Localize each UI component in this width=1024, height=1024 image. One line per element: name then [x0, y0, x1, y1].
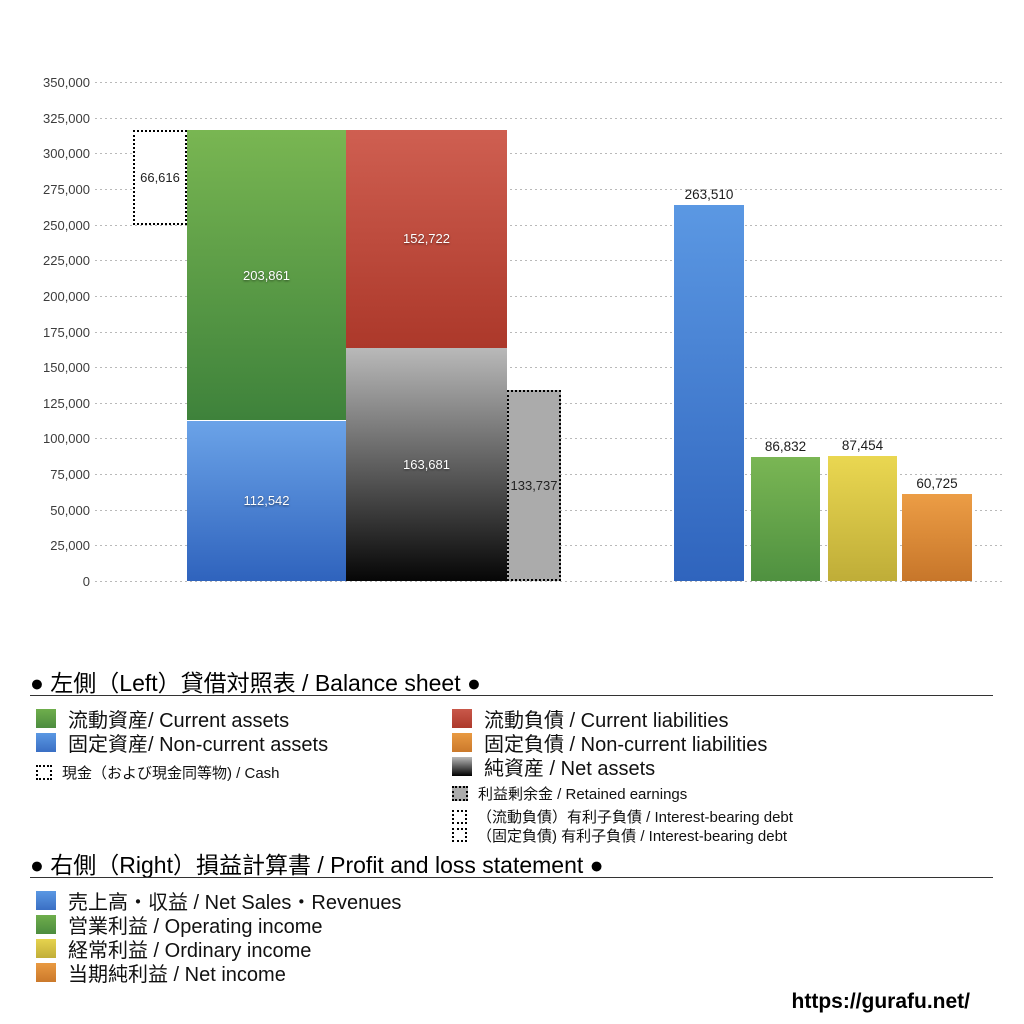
- operating-income-bar-value: 86,832: [764, 439, 807, 455]
- legend-current-assets: 流動資産/ Current assets: [36, 706, 328, 732]
- site-url: https://gurafu.net/: [791, 990, 970, 1013]
- divider-line: [30, 877, 993, 878]
- net-income-bar: [902, 494, 972, 581]
- retained-earnings-bar: 133,737: [507, 390, 561, 581]
- pl-section-title: ● 右側（Right）損益計算書 / Profit and loss state…: [30, 852, 604, 878]
- gridline: [95, 118, 1005, 119]
- net-income-swatch: [36, 962, 56, 982]
- y-axis-tick-label: 0: [82, 574, 90, 589]
- balance-sheet-legend-left: 流動資産/ Current assets 固定資産/ Non-current a…: [36, 706, 328, 783]
- legend-label: （固定負債) 有利子負債 / Interest-bearing debt: [477, 827, 788, 845]
- y-axis-tick-label: 150,000: [43, 360, 90, 375]
- legend-ordinary-income: 経常利益 / Ordinary income: [36, 936, 401, 962]
- net-assets-bar-value: 163,681: [403, 456, 450, 472]
- ordinary-income-bar-value: 87,454: [841, 438, 884, 454]
- current-liabilities-bar-value: 152,722: [403, 231, 450, 247]
- y-axis-tick-label: 325,000: [43, 111, 90, 126]
- retained-earnings-swatch: [452, 785, 468, 801]
- current-liabilities-swatch: [452, 708, 472, 728]
- legend-label: 固定資産/ Non-current assets: [68, 733, 329, 756]
- net-sales-revenues-bar: [674, 205, 744, 581]
- balance-sheet-section-title: ● 左側（Left）貸借対照表 / Balance sheet ●: [30, 670, 481, 696]
- legend-cash: 現金（および現金同等物) / Cash: [36, 761, 328, 783]
- balance-sheet-legend-right: 流動負債 / Current liabilities 固定負債 / Non-cu…: [452, 706, 793, 845]
- operating-income-swatch: [36, 914, 56, 934]
- gridline: [95, 260, 1005, 261]
- legend-net-assets: 純資産 / Net assets: [452, 754, 793, 780]
- net-sales-revenues-bar-value: 263,510: [684, 187, 734, 203]
- ordinary-income-bar: [828, 456, 897, 581]
- current-assets-bar-value: 203,861: [243, 267, 290, 283]
- legend-label: （流動負債）有利子負債 / Interest-bearing debt: [477, 809, 793, 826]
- balance-sheet-pl-chart: 0 25,000 50,000 75,000 100,000 125,000 150,000…: [43, 75, 1005, 589]
- current-assets-bar: 203,861: [187, 129, 346, 421]
- operating-income-bar: [751, 457, 820, 581]
- y-axis-tick-label: 50,000: [50, 503, 90, 518]
- legend-label: 現金（および現金同等物) / Cash: [62, 764, 280, 782]
- net-sales-swatch: [36, 890, 56, 910]
- non-current-liabilities-swatch: [452, 732, 472, 752]
- cash-overlay-box: 66,616: [133, 129, 187, 225]
- legend-non-current-liabilities: 固定負債 / Non-current liabilities: [452, 730, 793, 756]
- current-liabilities-bar: 152,722: [346, 129, 507, 348]
- legend-label: 流動資産/ Current assets: [68, 709, 290, 732]
- legend-label: 固定負債 / Non-current liabilities: [484, 733, 768, 756]
- legend-current-liabilities: 流動負債 / Current liabilities: [452, 706, 793, 732]
- y-axis-tick-label: 175,000: [43, 325, 90, 340]
- legend-label: 当期純利益 / Net income: [68, 963, 286, 986]
- gridline: [95, 153, 1005, 154]
- ordinary-income-swatch: [36, 938, 56, 958]
- y-axis-tick-label: 275,000: [43, 182, 90, 197]
- divider-line: [30, 695, 993, 696]
- y-axis-tick-label: 200,000: [43, 289, 90, 304]
- pl-legend: 売上高・収益 / Net Sales・Revenues 営業利益 / Opera…: [36, 888, 402, 986]
- non-current-assets-swatch: [36, 732, 56, 752]
- non-current-assets-bar: 112,542: [187, 420, 346, 581]
- cash-swatch: [36, 764, 52, 780]
- legend-label: 経常利益 / Ordinary income: [68, 939, 312, 962]
- legend-non-current-assets: 固定資産/ Non-current assets: [36, 730, 329, 756]
- y-axis-tick-label: 100,000: [43, 431, 90, 446]
- legend-net-sales: 売上高・収益 / Net Sales・Revenues: [36, 888, 402, 914]
- y-axis-tick-label: 300,000: [43, 146, 90, 161]
- legend-net-income: 当期純利益 / Net income: [36, 960, 401, 986]
- legend-label: 純資産 / Net assets: [484, 757, 656, 780]
- y-axis-tick-label: 350,000: [43, 75, 90, 90]
- non-current-assets-bar-value: 112,542: [243, 493, 290, 509]
- retained-earnings-bar-value: 133,737: [510, 478, 558, 494]
- legend-label: 売上高・収益 / Net Sales・Revenues: [68, 891, 402, 914]
- y-axis-tick-label: 125,000: [43, 396, 90, 411]
- current-assets-swatch: [36, 708, 56, 728]
- legend-interest-bearing-debt-non-current: （固定負債) 有利子負債 / Interest-bearing debt: [452, 826, 793, 845]
- legend-label: 流動負債 / Current liabilities: [484, 709, 729, 732]
- y-axis-tick-label: 225,000: [43, 253, 90, 268]
- net-assets-bar: 163,681: [346, 347, 507, 581]
- y-axis-tick-label: 75,000: [50, 467, 90, 482]
- legend-label: 利益剰余金 / Retained earnings: [478, 785, 688, 803]
- legend-interest-bearing-debt-current: （流動負債）有利子負債 / Interest-bearing debt: [452, 807, 793, 826]
- y-axis-tick-label: 250,000: [43, 218, 90, 233]
- gridline: [95, 367, 1005, 368]
- y-axis-tick-label: 25,000: [50, 538, 90, 553]
- gridline: [95, 332, 1005, 333]
- gridline: [95, 296, 1005, 297]
- legend-retained-earnings: 利益剰余金 / Retained earnings: [452, 782, 793, 804]
- gridline: [95, 189, 1005, 190]
- cash-overlay-box-value: 66,616: [140, 169, 180, 185]
- net-income-bar-value: 60,725: [916, 476, 958, 492]
- net-assets-swatch: [452, 756, 472, 776]
- interest-bearing-debt-non-current-swatch: [452, 828, 467, 842]
- gridline: [95, 581, 1005, 582]
- legend-label: 営業利益 / Operating income: [68, 915, 323, 938]
- gridline: [95, 225, 1005, 226]
- gridline: [95, 82, 1005, 83]
- interest-bearing-debt-current-swatch: [452, 809, 467, 824]
- legend-operating-income: 営業利益 / Operating income: [36, 912, 401, 938]
